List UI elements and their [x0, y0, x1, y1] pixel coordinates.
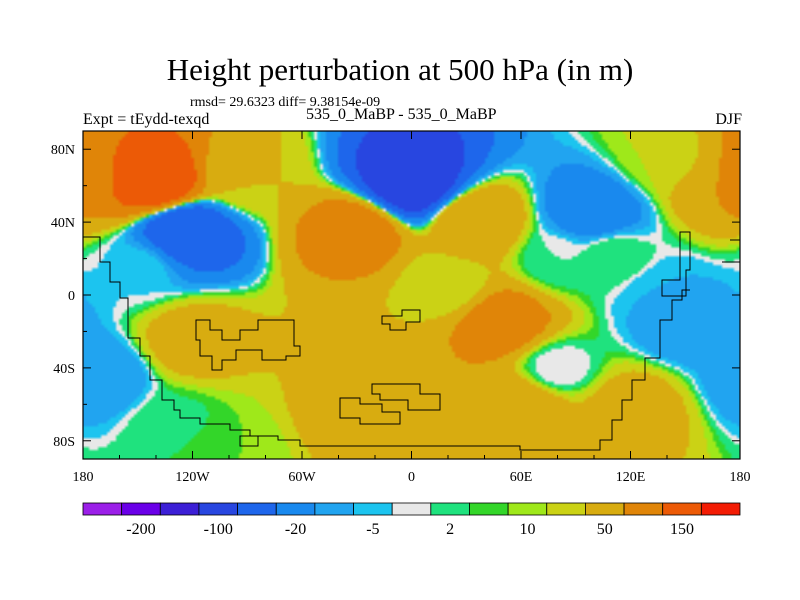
- colorbar-swatch: [353, 502, 393, 516]
- colorbar-label: 50: [597, 521, 613, 538]
- colorbar-swatch: [662, 502, 702, 516]
- y-tick-label: 40N: [51, 216, 75, 231]
- axis-ticks: [82, 131, 741, 459]
- colorbar-swatch: [198, 502, 238, 516]
- x-tick-label: 60W: [288, 470, 316, 485]
- colorbar-label: -20: [285, 521, 306, 538]
- colorbar-label: -5: [366, 521, 379, 538]
- x-tick-label: 180: [73, 470, 94, 485]
- colorbar-label: -200: [126, 521, 155, 538]
- contour-field-image: [83, 131, 740, 459]
- coastline-americas: [83, 236, 690, 451]
- y-tick-label: 40S: [53, 362, 75, 377]
- x-tick-label: 120W: [175, 470, 210, 485]
- x-tick-label: 60E: [510, 470, 533, 485]
- stats-label: rmsd= 29.6323 diff= 9.38154e-09: [190, 95, 381, 110]
- contour-field: [83, 131, 740, 459]
- colorbar-swatch: [82, 502, 123, 516]
- colorbar-swatch: [585, 502, 625, 516]
- chart-title: Height perturbation at 500 hPa (in m): [166, 52, 634, 87]
- experiment-label: Expt = tEydd-texqd: [83, 111, 210, 128]
- season-label: DJF: [715, 111, 742, 128]
- colorbar-swatch: [391, 502, 432, 516]
- y-tick-label: 80S: [53, 435, 75, 450]
- x-tick-label: 120E: [616, 470, 646, 485]
- colorbar-swatch: [623, 502, 664, 516]
- colorbar-swatch: [507, 502, 548, 516]
- colorbar-swatch: [275, 502, 316, 516]
- colorbar-swatch: [314, 502, 354, 516]
- coastline-east-edge: [722, 239, 740, 263]
- coastline-south-1: [371, 383, 441, 411]
- coastline-east-segment: [661, 231, 691, 297]
- colorbar-label: 2: [446, 521, 454, 538]
- coastline-south-2: [339, 397, 401, 425]
- colorbar-swatch: [430, 502, 470, 516]
- colorbar-label: -100: [204, 521, 233, 538]
- axis-tick-labels: 180 120W 60W 0 60E 120E 180 80N 40N 0 40S 80S: [51, 143, 751, 485]
- coastline-south-edge: [239, 435, 259, 447]
- colorbar-swatch: [469, 502, 509, 516]
- y-tick-label: 0: [68, 289, 75, 304]
- colorbar-swatch: [546, 502, 586, 516]
- colorbar: [82, 502, 741, 516]
- colorbar-label: 10: [519, 521, 535, 538]
- coastline-mid-island: [381, 309, 421, 331]
- colorbar-swatch: [159, 502, 200, 516]
- case-label: 535_0_MaBP - 535_0_MaBP: [306, 106, 497, 123]
- colorbar-labels: -200 -100 -20 -5 2 10 50 150: [126, 521, 694, 538]
- colorbar-swatch: [237, 502, 277, 516]
- colorbar-label: 150: [670, 521, 694, 538]
- land-outline: [83, 231, 740, 451]
- x-tick-label: 0: [408, 470, 415, 485]
- x-tick-label: 180: [730, 470, 751, 485]
- coastline-central-block: [195, 319, 301, 371]
- colorbar-swatch: [700, 502, 741, 516]
- y-tick-label: 80N: [51, 143, 75, 158]
- colorbar-swatch: [121, 502, 161, 516]
